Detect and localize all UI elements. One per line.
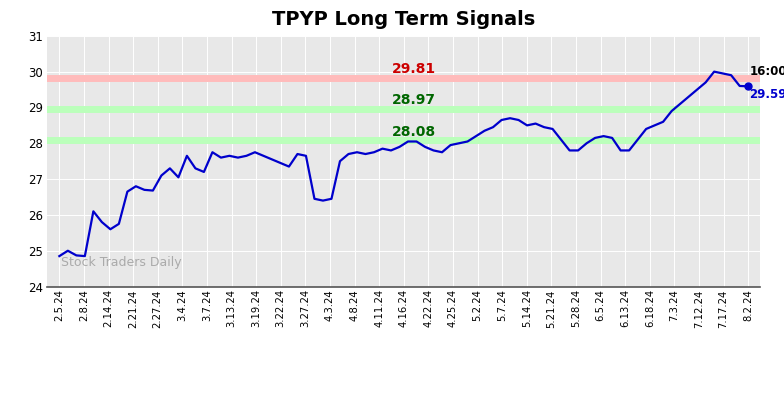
Text: Stock Traders Daily: Stock Traders Daily — [61, 256, 182, 269]
Text: 28.97: 28.97 — [391, 93, 435, 107]
Text: 28.08: 28.08 — [391, 125, 436, 139]
Title: TPYP Long Term Signals: TPYP Long Term Signals — [272, 10, 535, 29]
Text: 16:00: 16:00 — [750, 65, 784, 78]
Text: 29.81: 29.81 — [391, 62, 436, 76]
Text: 29.59: 29.59 — [750, 88, 784, 101]
